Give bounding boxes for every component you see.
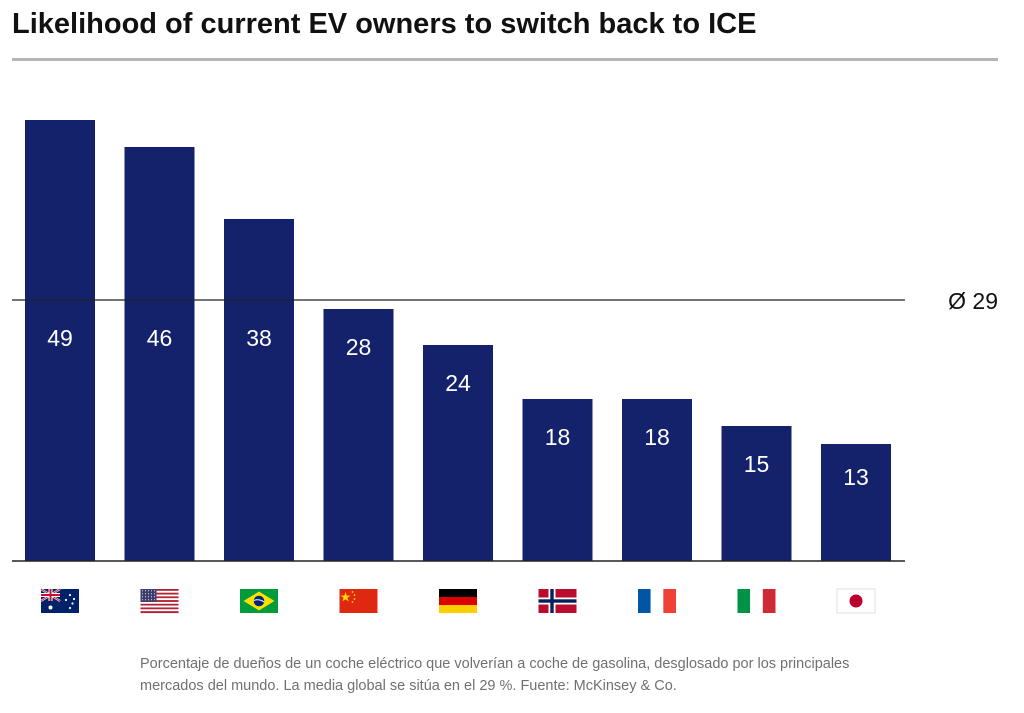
united-states-flag-icon: [140, 589, 179, 614]
germany-flag-icon: [439, 589, 477, 613]
data-labels-group: 49 46 38 28 24 18 18 15 13: [47, 325, 869, 490]
japan-flag-icon: [836, 588, 876, 614]
data-label: 24: [445, 370, 471, 396]
norway-flag-icon: [538, 589, 577, 613]
bar-italy: [721, 426, 792, 561]
title-divider: [12, 58, 998, 61]
bar-china: [323, 309, 394, 561]
chart-title: Likelihood of current EV owners to switc…: [12, 8, 757, 40]
data-label: 38: [246, 325, 272, 351]
data-label: 13: [843, 464, 869, 490]
country-flags-group: [40, 588, 876, 614]
bars-group: [25, 120, 891, 561]
bar-japan: [821, 444, 891, 561]
data-label: 18: [644, 424, 670, 450]
bar-brazil: [224, 219, 294, 561]
bar-france: [622, 399, 692, 561]
france-flag-icon: [638, 589, 676, 613]
australia-flag-icon: [40, 588, 79, 613]
china-flag-icon: [339, 589, 378, 613]
bar-germany: [423, 345, 493, 561]
bar-australia: [25, 120, 95, 561]
bar-chart: 49 46 38 28 24 18 18 15 13 Ø 29: [12, 120, 998, 614]
data-label: 46: [147, 325, 173, 351]
italy-flag-icon: [737, 589, 776, 613]
data-label: 28: [346, 334, 372, 360]
bar-norway: [522, 399, 593, 561]
data-label: 15: [744, 451, 770, 477]
average-label: Ø 29: [948, 288, 998, 314]
data-label: 18: [545, 424, 571, 450]
chart-caption: Porcentaje de dueños de un coche eléctri…: [140, 656, 850, 694]
data-label: 49: [47, 325, 73, 351]
bar-united-states: [124, 147, 195, 561]
brazil-flag-icon: [240, 589, 278, 613]
